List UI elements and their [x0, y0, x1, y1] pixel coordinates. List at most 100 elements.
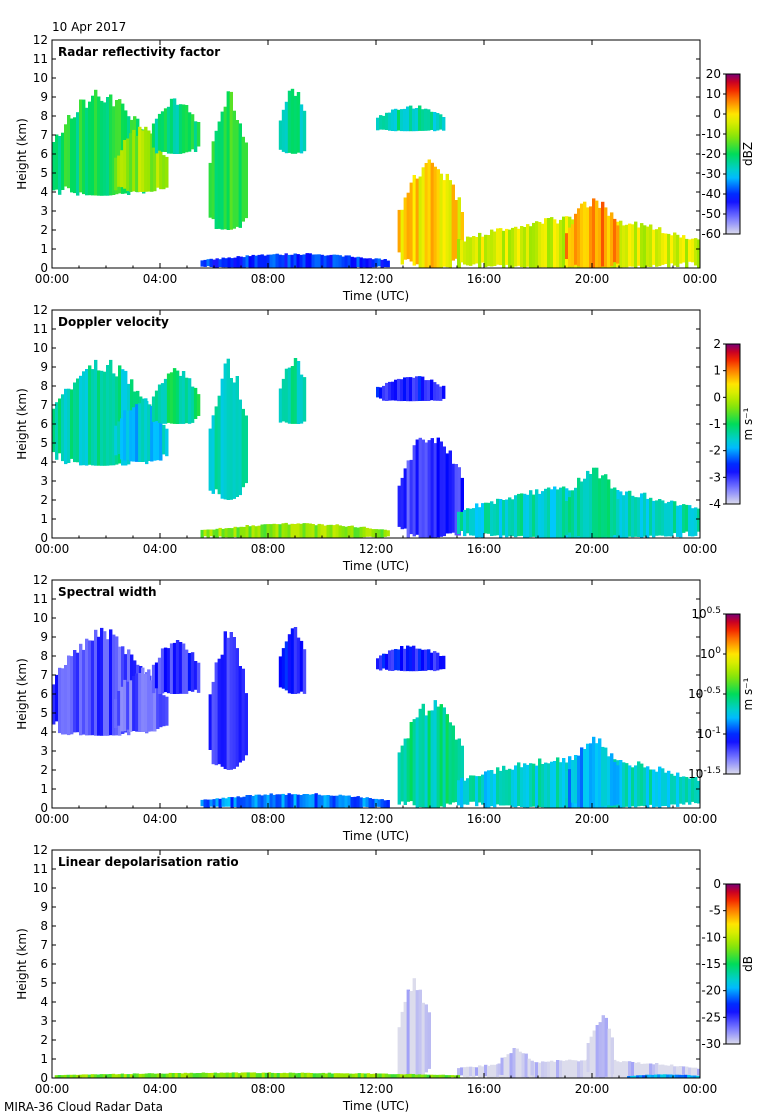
echo-column — [423, 1074, 428, 1078]
echo-column — [559, 762, 563, 808]
echo-column — [433, 382, 437, 401]
echo-column — [215, 798, 219, 807]
echo-column — [177, 1073, 182, 1078]
x-tick-label: 16:00 — [467, 1082, 502, 1096]
echo-column — [165, 428, 169, 457]
echo-column — [153, 1073, 158, 1078]
echo-column — [655, 1063, 659, 1078]
echo-column — [233, 797, 237, 807]
echo-column — [387, 1074, 392, 1078]
echo-column — [421, 1002, 425, 1076]
echo-column — [365, 527, 369, 537]
echo-column — [661, 500, 665, 536]
x-tick-label: 12:00 — [359, 272, 394, 286]
echo-column — [314, 793, 318, 808]
echo-column — [386, 260, 390, 268]
echo-column — [281, 255, 285, 268]
echo-column — [691, 1067, 695, 1077]
echo-column — [649, 224, 653, 267]
y-tick-label: 1 — [40, 782, 48, 796]
echo-column — [397, 485, 401, 527]
echo-column — [196, 394, 201, 416]
echo-column — [391, 109, 395, 131]
echo-column — [141, 398, 145, 462]
echo-column — [115, 376, 119, 465]
echo-column — [237, 1073, 242, 1078]
echo-column — [144, 398, 148, 462]
echo-column — [245, 525, 249, 538]
y-tick-label: 9 — [40, 630, 48, 644]
echo-column — [57, 1075, 62, 1078]
echo-column — [430, 652, 434, 671]
echo-column — [496, 228, 500, 265]
echo-column — [344, 255, 348, 268]
echo-column — [168, 1072, 173, 1078]
echo-column — [613, 762, 617, 806]
echo-column — [326, 524, 330, 538]
echo-column — [221, 257, 225, 268]
echo-column — [94, 89, 98, 196]
echo-column — [478, 1065, 482, 1078]
echo-column — [308, 523, 312, 538]
echo-column — [667, 770, 671, 808]
echo-column — [70, 656, 74, 735]
echo-column — [306, 1072, 311, 1078]
echo-column — [206, 529, 210, 538]
echo-column — [460, 1067, 464, 1076]
echo-column — [634, 497, 638, 537]
echo-column — [673, 232, 677, 266]
echo-column — [121, 103, 125, 194]
echo-column — [619, 220, 623, 268]
echo-column — [574, 487, 578, 538]
echo-column — [281, 109, 286, 152]
echo-column — [347, 255, 351, 268]
echo-column — [181, 104, 186, 154]
echo-column — [76, 378, 80, 463]
echo-column — [685, 238, 689, 268]
echo-column — [172, 368, 177, 424]
echo-column — [694, 1067, 698, 1078]
echo-column — [532, 494, 536, 537]
echo-column — [114, 699, 118, 728]
echo-column — [99, 1074, 104, 1078]
y-tick-label: 6 — [40, 687, 48, 701]
echo-column — [251, 254, 255, 268]
echo-column — [601, 475, 605, 538]
echo-column — [226, 91, 230, 230]
echo-column — [212, 259, 216, 268]
echo-column — [678, 1074, 682, 1078]
echo-column — [411, 1074, 416, 1078]
echo-column — [538, 222, 542, 268]
echo-column — [460, 212, 464, 258]
echo-column — [239, 526, 243, 538]
echo-column — [223, 363, 227, 500]
echo-column — [231, 1072, 236, 1078]
echo-column — [436, 169, 440, 268]
echo-column — [518, 1051, 522, 1078]
echo-column — [694, 777, 698, 804]
echo-column — [553, 219, 557, 268]
echo-column — [556, 757, 560, 808]
echo-column — [320, 524, 324, 538]
x-tick-label: 20:00 — [575, 812, 610, 826]
echo-column — [484, 771, 488, 808]
echo-column — [631, 1062, 635, 1078]
echo-column — [318, 1073, 323, 1078]
echo-column — [684, 1074, 688, 1078]
echo-column — [682, 1066, 686, 1077]
echo-column — [685, 1066, 689, 1077]
echo-column — [523, 227, 527, 268]
echo-column — [217, 395, 221, 495]
echo-column — [697, 1068, 700, 1076]
echo-column — [311, 254, 315, 268]
panel-title: Radar reflectivity factor — [58, 45, 220, 59]
echo-column — [409, 991, 413, 1078]
echo-column — [448, 180, 452, 268]
echo-column — [78, 1074, 83, 1078]
echo-column — [284, 368, 289, 423]
echo-column — [502, 765, 506, 806]
colorbar-tick-label: -10 — [701, 930, 721, 944]
echo-column — [586, 207, 590, 268]
echo-column — [299, 374, 304, 424]
echo-column — [386, 530, 390, 537]
